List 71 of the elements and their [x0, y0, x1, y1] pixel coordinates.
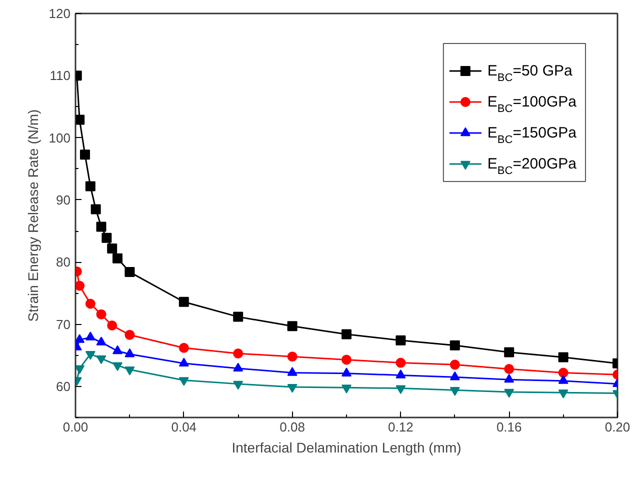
- point: [112, 253, 123, 264]
- point: [124, 330, 135, 340]
- point: [504, 388, 514, 398]
- point: [124, 366, 135, 376]
- point: [233, 348, 244, 358]
- point: [287, 384, 298, 393]
- y-axis-title: Strain Energy Release Rate (N/m): [24, 109, 41, 322]
- point: [85, 181, 96, 192]
- point: [85, 332, 96, 340]
- x-tick-label: 0.20: [604, 420, 630, 434]
- y-tick-label: 80: [56, 254, 71, 270]
- point: [396, 358, 406, 368]
- point: [396, 335, 406, 346]
- point: [504, 347, 514, 358]
- y-tick-label: 110: [50, 68, 71, 84]
- point: [107, 243, 118, 254]
- x-tick-label: 0.08: [280, 420, 305, 434]
- point: [96, 336, 106, 346]
- point: [450, 387, 460, 396]
- point: [558, 390, 568, 398]
- point: [342, 329, 352, 340]
- point: [558, 352, 568, 362]
- point: [396, 370, 406, 378]
- point: [342, 354, 352, 365]
- point: [90, 204, 101, 214]
- y-tick-label: 90: [56, 192, 71, 208]
- y-tick-label: 100: [48, 130, 71, 146]
- y-tick-label: 60: [56, 378, 71, 394]
- y-tick-label: 120: [48, 6, 71, 21]
- point: [233, 312, 244, 322]
- point: [558, 375, 568, 384]
- point: [178, 296, 189, 307]
- x-tick-label: 0.04: [171, 420, 197, 434]
- x-axis-title: Interfacial Delamination Length (mm): [232, 440, 462, 456]
- point: [102, 232, 112, 243]
- point: [96, 355, 106, 364]
- point: [112, 345, 123, 354]
- point: [450, 360, 460, 370]
- point: [96, 309, 106, 320]
- point: [96, 222, 106, 232]
- point: [233, 362, 244, 372]
- point: [233, 380, 244, 390]
- x-tick-label: 0.00: [62, 420, 88, 434]
- point: [76, 280, 85, 291]
- point: [76, 114, 85, 125]
- point: [504, 364, 514, 374]
- point: [85, 351, 96, 360]
- point: [396, 385, 406, 394]
- point: [287, 367, 298, 376]
- point: [107, 320, 118, 331]
- point: [450, 371, 460, 380]
- point: [124, 267, 135, 278]
- point: [287, 321, 298, 332]
- point: [76, 334, 85, 343]
- x-tick-label: 0.12: [388, 420, 414, 434]
- point: [178, 358, 189, 367]
- point: [287, 352, 298, 362]
- point: [124, 348, 135, 358]
- point: [342, 368, 352, 376]
- point: [450, 340, 460, 350]
- point: [504, 374, 514, 383]
- y-tick-label: 70: [56, 316, 71, 332]
- point: [112, 362, 123, 371]
- point: [178, 377, 189, 386]
- point: [76, 365, 85, 374]
- point: [80, 150, 90, 160]
- point: [558, 368, 568, 378]
- point: [178, 342, 189, 353]
- point: [85, 298, 96, 309]
- point: [342, 384, 352, 394]
- x-tick-label: 0.16: [496, 420, 522, 434]
